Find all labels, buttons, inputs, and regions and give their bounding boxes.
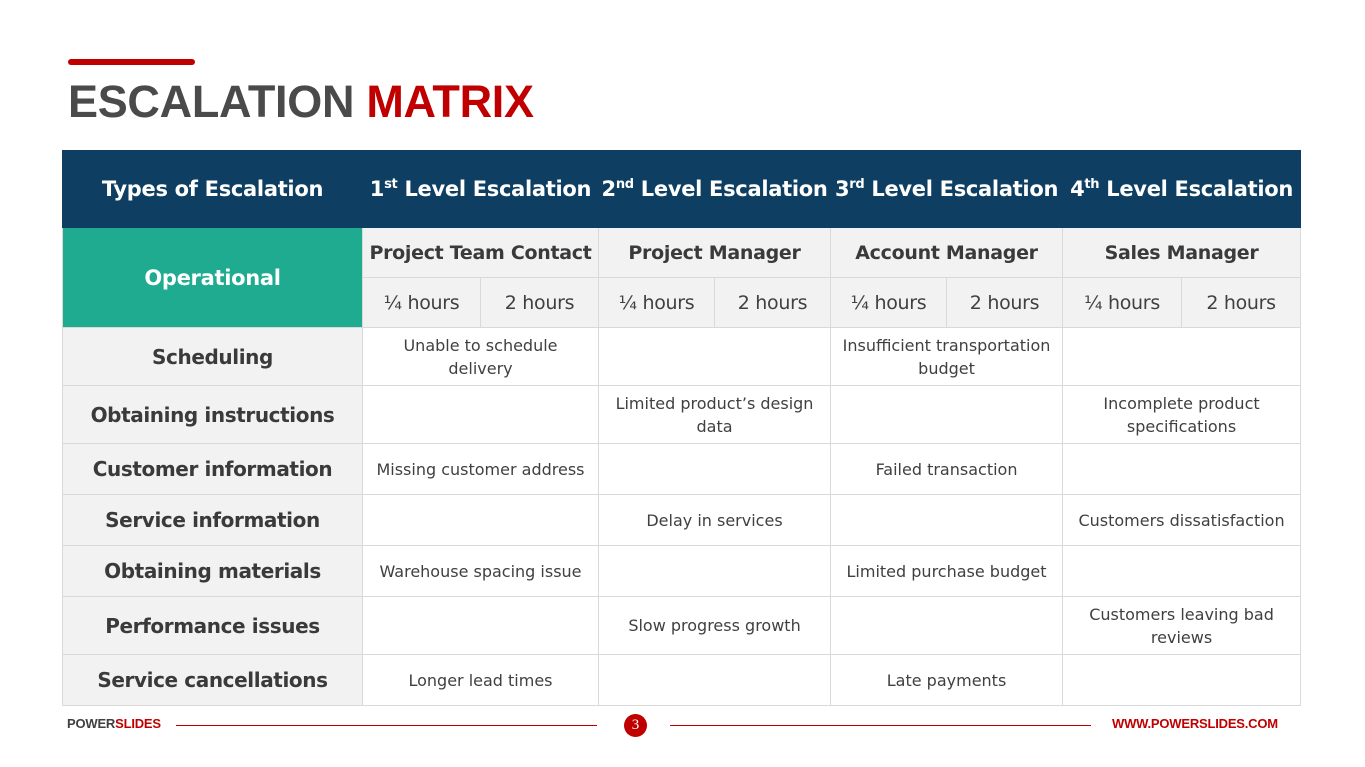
page-number-badge: 3 bbox=[624, 714, 647, 737]
title-part-1: ESCALATION bbox=[68, 76, 355, 127]
matrix-cell bbox=[597, 327, 832, 386]
matrix-cell: Slow progress growth bbox=[597, 596, 832, 655]
page-title: ESCALATION MATRIX bbox=[68, 76, 534, 128]
role-level-3: Account Manager bbox=[830, 227, 1064, 278]
table-row: Service cancellations Longer lead times … bbox=[62, 654, 1302, 706]
role-level-1: Project Team Contact bbox=[362, 227, 599, 278]
matrix-cell: Customers leaving bad reviews bbox=[1062, 596, 1302, 655]
table-row: Obtaining instructions Limited product’s… bbox=[62, 385, 1302, 444]
role-level-2: Project Manager bbox=[597, 227, 832, 278]
matrix-cell: Insufficient transportation budget bbox=[830, 327, 1064, 386]
matrix-cell: Late payments bbox=[830, 654, 1064, 706]
hours-cell: ¼ hours bbox=[598, 277, 715, 328]
matrix-cell bbox=[1062, 443, 1302, 495]
matrix-cell bbox=[830, 385, 1064, 444]
hours-cell: 2 hours bbox=[1181, 277, 1302, 328]
roles-row: Operational Project Team Contact Project… bbox=[62, 227, 1302, 328]
hours-cell: 2 hours bbox=[946, 277, 1064, 328]
matrix-cell bbox=[362, 596, 599, 655]
hours-row: ¼ hours 2 hours ¼ hours 2 hours ¼ hours … bbox=[63, 277, 1302, 328]
footer-brand-logo: POWERSLIDES bbox=[67, 716, 161, 732]
brand-part-1: POWER bbox=[67, 716, 116, 731]
title-accent-bar bbox=[68, 59, 195, 65]
row-label: Customer information bbox=[62, 443, 363, 495]
table-row: Obtaining materials Warehouse spacing is… bbox=[62, 545, 1302, 597]
row-label: Performance issues bbox=[62, 596, 363, 655]
hours-cell: ¼ hours bbox=[362, 277, 481, 328]
matrix-cell bbox=[597, 443, 832, 495]
matrix-cell: Longer lead times bbox=[362, 654, 599, 706]
matrix-cell bbox=[1062, 545, 1302, 597]
escalation-matrix-table: Types of Escalation 1st Level Escalation… bbox=[62, 150, 1302, 706]
matrix-cell: Incomplete product specifications bbox=[1062, 385, 1302, 444]
matrix-cell bbox=[362, 494, 599, 546]
matrix-cell: Limited product’s design data bbox=[597, 385, 832, 444]
brand-part-2: SLIDES bbox=[115, 716, 161, 731]
hours-cell: ¼ hours bbox=[1062, 277, 1183, 328]
matrix-cell bbox=[1062, 654, 1302, 706]
row-label: Scheduling bbox=[62, 327, 363, 386]
header-level-4: 4th Level Escalation bbox=[1062, 150, 1302, 228]
matrix-cell bbox=[362, 385, 599, 444]
hours-cell: 2 hours bbox=[480, 277, 599, 328]
hours-cell: ¼ hours bbox=[830, 277, 948, 328]
header-level-1: 1st Level Escalation bbox=[362, 150, 599, 228]
table-row: Performance issues Slow progress growth … bbox=[62, 596, 1302, 655]
row-label: Obtaining materials bbox=[62, 545, 363, 597]
matrix-cell bbox=[597, 654, 832, 706]
header-level-3: 3rd Level Escalation bbox=[830, 150, 1064, 228]
table-row: Service information Delay in services Cu… bbox=[62, 494, 1302, 546]
matrix-cell: Delay in services bbox=[597, 494, 832, 546]
matrix-cell: Unable to schedule delivery bbox=[362, 327, 599, 386]
matrix-cell: Warehouse spacing issue bbox=[362, 545, 599, 597]
matrix-cell: Failed transaction bbox=[830, 443, 1064, 495]
operational-label: Operational bbox=[62, 227, 363, 328]
matrix-cell bbox=[597, 545, 832, 597]
footer-url: WWW.POWERSLIDES.COM bbox=[1112, 716, 1278, 731]
row-label: Obtaining instructions bbox=[62, 385, 363, 444]
role-level-4: Sales Manager bbox=[1062, 227, 1302, 278]
matrix-cell bbox=[830, 596, 1064, 655]
matrix-cell bbox=[830, 494, 1064, 546]
hours-cell: 2 hours bbox=[713, 277, 832, 328]
matrix-cell: Customers dissatisfaction bbox=[1062, 494, 1302, 546]
header-level-2: 2nd Level Escalation bbox=[597, 150, 832, 228]
row-label: Service information bbox=[62, 494, 363, 546]
table-row: Scheduling Unable to schedule delivery I… bbox=[62, 327, 1302, 386]
header-types-of-escalation: Types of Escalation bbox=[62, 150, 363, 228]
table-row: Customer information Missing customer ad… bbox=[62, 443, 1302, 495]
row-label: Service cancellations bbox=[62, 654, 363, 706]
matrix-cell: Limited purchase budget bbox=[830, 545, 1064, 597]
header-row: Types of Escalation 1st Level Escalation… bbox=[62, 150, 1302, 228]
matrix-cell: Missing customer address bbox=[362, 443, 599, 495]
footer-divider-left bbox=[176, 725, 597, 726]
title-part-2: MATRIX bbox=[366, 76, 534, 127]
matrix-cell bbox=[1062, 327, 1302, 386]
footer-divider-right bbox=[670, 725, 1091, 726]
